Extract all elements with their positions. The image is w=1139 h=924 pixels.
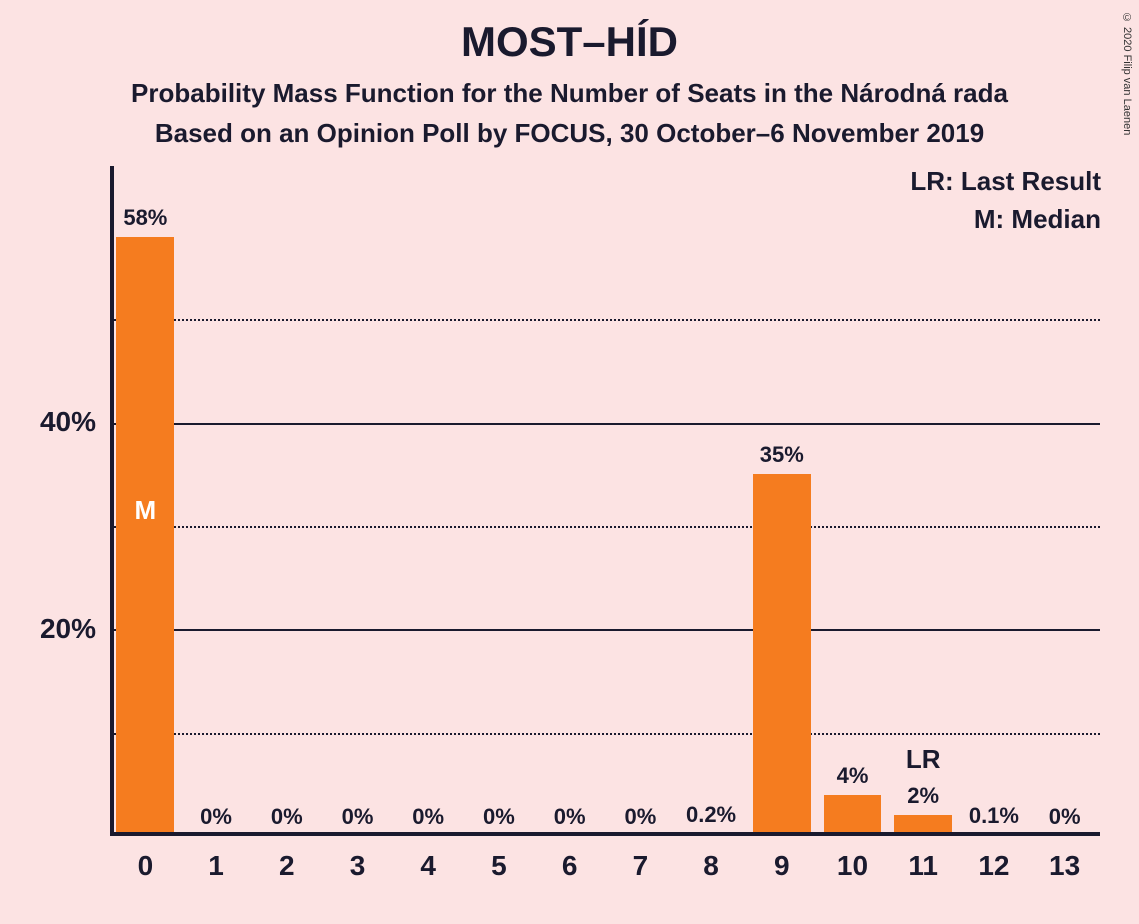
chart-subtitle-2: Based on an Opinion Poll by FOCUS, 30 Oc… bbox=[0, 118, 1139, 149]
bar-value-label: 58% bbox=[110, 205, 181, 231]
bar-value-label: 0% bbox=[251, 804, 322, 830]
x-axis-label: 9 bbox=[746, 850, 817, 882]
bar-value-label: 0.1% bbox=[959, 803, 1030, 829]
x-axis-label: 0 bbox=[110, 850, 181, 882]
bar-value-label: 0% bbox=[464, 804, 535, 830]
bar-value-label: 0% bbox=[534, 804, 605, 830]
bar bbox=[116, 237, 174, 836]
y-axis-label: 40% bbox=[6, 406, 96, 438]
last-result-label: LR bbox=[888, 744, 959, 775]
bar-value-label: 35% bbox=[746, 442, 817, 468]
x-axis-label: 7 bbox=[605, 850, 676, 882]
y-axis-label: 20% bbox=[6, 613, 96, 645]
legend-lr: LR: Last Result bbox=[910, 166, 1101, 197]
x-axis-label: 13 bbox=[1029, 850, 1100, 882]
chart-title: MOST–HÍD bbox=[0, 18, 1139, 66]
gridline-minor bbox=[110, 526, 1100, 528]
x-axis-label: 3 bbox=[322, 850, 393, 882]
x-axis-label: 11 bbox=[888, 850, 959, 882]
x-axis bbox=[110, 832, 1100, 836]
gridline-minor bbox=[110, 319, 1100, 321]
bar bbox=[824, 795, 882, 836]
bar-value-label: 4% bbox=[817, 763, 888, 789]
x-axis-label: 5 bbox=[464, 850, 535, 882]
x-axis-label: 12 bbox=[959, 850, 1030, 882]
gridline-major bbox=[110, 423, 1100, 425]
y-axis bbox=[110, 166, 114, 836]
gridline-major bbox=[110, 629, 1100, 631]
x-axis-label: 8 bbox=[676, 850, 747, 882]
median-label: M bbox=[116, 495, 174, 526]
bar-value-label: 0% bbox=[322, 804, 393, 830]
x-axis-label: 2 bbox=[251, 850, 322, 882]
bar-value-label: 0.2% bbox=[676, 802, 747, 828]
chart-root: MOST–HÍD Probability Mass Function for t… bbox=[0, 0, 1139, 924]
x-axis-label: 1 bbox=[181, 850, 252, 882]
bar-value-label: 0% bbox=[1029, 804, 1100, 830]
bar-value-label: 0% bbox=[393, 804, 464, 830]
bar-value-label: 2% bbox=[888, 783, 959, 809]
bar-value-label: 0% bbox=[605, 804, 676, 830]
bar-value-label: 0% bbox=[181, 804, 252, 830]
gridline-minor bbox=[110, 733, 1100, 735]
copyright-text: © 2020 Filip van Laenen bbox=[1121, 12, 1133, 135]
x-axis-label: 6 bbox=[534, 850, 605, 882]
bar bbox=[753, 474, 811, 836]
chart-subtitle-1: Probability Mass Function for the Number… bbox=[0, 78, 1139, 109]
plot-area: 20%40%58%0M0%10%20%30%40%50%60%70.2%835%… bbox=[110, 216, 1100, 836]
x-axis-label: 4 bbox=[393, 850, 464, 882]
x-axis-label: 10 bbox=[817, 850, 888, 882]
